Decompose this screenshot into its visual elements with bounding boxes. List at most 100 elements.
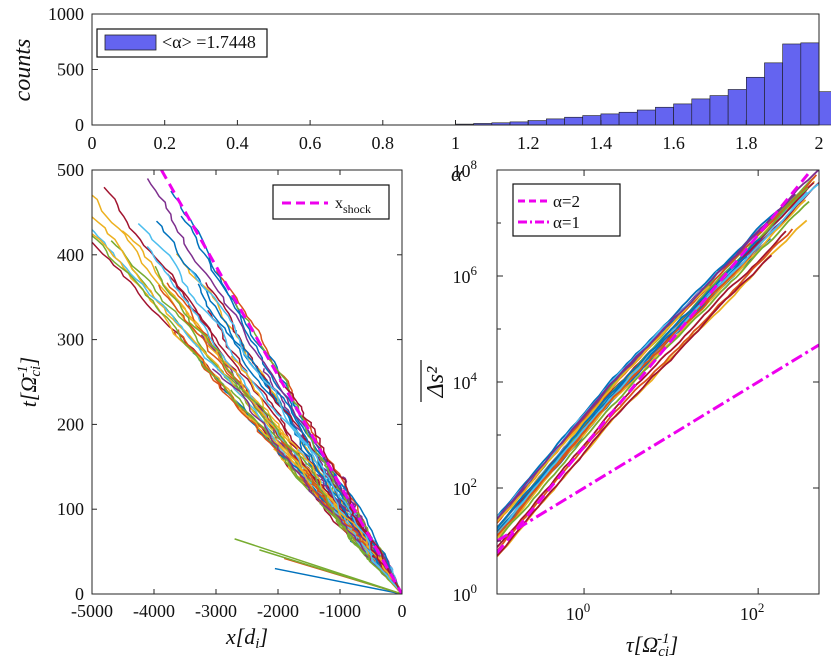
msd-curves	[497, 170, 819, 558]
trajectory-x-tick-label: -1000	[319, 601, 361, 621]
shock-line-group	[160, 170, 402, 594]
msd-x-label: τ[Ωci-1]	[626, 631, 678, 660]
trajectory-y-ticks: 0 100 200 300 400 500	[57, 160, 402, 604]
msd-y-label: Δs²	[420, 360, 449, 402]
histogram-x-tick-label: 0	[88, 133, 97, 153]
trajectory-line	[230, 355, 402, 594]
msd-curve	[497, 228, 794, 552]
histogram-x-tick-label: 1	[451, 133, 460, 153]
trajectory-frame	[91, 169, 403, 595]
msd-plot-area	[497, 170, 819, 594]
histogram-bar	[764, 62, 783, 126]
msd-curve	[497, 237, 762, 530]
histogram-x-tick-label: 0.2	[153, 133, 176, 153]
msd-alpha-label: α	[451, 161, 463, 186]
histogram-bar	[636, 109, 656, 126]
msd-y-tick-label: 106	[453, 263, 478, 287]
trajectory-y-tick-label: 200	[57, 414, 84, 434]
histogram-x-ticks: 0 0.2 0.4 0.6 0.8 1 1.2 1.4 1.6 1.8 2	[88, 120, 824, 153]
histogram-y-ticks: 0 500 1000	[48, 4, 98, 135]
trajectory-x-label: x[di]	[225, 624, 268, 652]
trajectory-y-tick-label: 400	[57, 245, 84, 265]
trajectory-x-tick-label: -5000	[71, 601, 113, 621]
msd-x-ticks: 100 102	[496, 170, 765, 624]
trajectory-line	[137, 223, 402, 594]
msd-x-tick-label: 100	[566, 600, 591, 624]
histogram-bar	[564, 116, 584, 126]
trajectory-legend-label: xshock	[335, 195, 371, 216]
trajectory-panel: -5000 -4000 -3000 -2000 -1000 0 0 100 200 300 400…	[15, 160, 407, 652]
histogram-bar	[709, 95, 729, 126]
histogram-panel: 0 0.2 0.4 0.6 0.8 1 1.2 1.4 1.6 1.8 2 0 500 1000 cou…	[10, 4, 831, 153]
histogram-bar	[527, 120, 547, 126]
msd-reference-line	[497, 170, 814, 554]
histogram-legend: <α> =1.7448	[96, 28, 268, 58]
msd-curve	[497, 299, 710, 537]
msd-y-tick-label: 102	[453, 475, 478, 499]
msd-curve	[497, 285, 711, 523]
msd-legend: α=2 α=1	[512, 183, 621, 237]
trajectory-x-tick-label: -4000	[133, 601, 175, 621]
msd-y-ticks: 100 102 104 106 108	[453, 157, 819, 605]
trajectory-legend-box	[272, 184, 390, 220]
msd-panel: 100 102 100 102 104 106 108 α τ[Ωci-1] Δs² α=…	[420, 157, 820, 660]
histogram-bar	[691, 98, 711, 126]
histogram-y-tick-label: 1000	[48, 4, 84, 24]
histogram-y-tick-label: 0	[75, 115, 84, 135]
histogram-x-tick-label: 0.4	[226, 133, 249, 153]
histogram-x-tick-label: 1.4	[590, 133, 613, 153]
histogram-x-tick-label: 2	[815, 133, 824, 153]
msd-curve	[497, 212, 776, 518]
histogram-bar	[618, 111, 638, 126]
trajectory-legend: xshock	[272, 184, 390, 220]
histogram-x-tick-label: 1.8	[735, 133, 758, 153]
msd-reference-line	[497, 343, 819, 543]
trajectory-line	[211, 368, 402, 594]
trajectory-y-tick-label: 100	[57, 499, 84, 519]
histogram-bar	[727, 89, 747, 126]
msd-curve	[497, 230, 787, 548]
msd-reference-lines	[497, 170, 819, 554]
trajectory-line	[274, 567, 402, 594]
histogram-bar	[782, 43, 802, 126]
trajectory-line	[259, 549, 402, 594]
msd-y-tick-label: 108	[453, 157, 478, 181]
trajectory-line	[276, 371, 402, 594]
histogram-x-tick-label: 0.8	[372, 133, 395, 153]
trajectory-y-tick-label: 0	[75, 584, 84, 604]
msd-y-tick-label: 104	[453, 369, 478, 393]
histogram-bar	[800, 42, 820, 126]
histogram-x-tick-label: 1.6	[662, 133, 685, 153]
trajectory-x-ticks: -5000 -4000 -3000 -2000 -1000 0	[71, 170, 407, 621]
trajectory-line	[189, 269, 402, 594]
msd-curve	[497, 254, 773, 557]
histogram-bar	[546, 118, 565, 126]
histogram-y-label: counts	[10, 39, 36, 102]
msd-x-tick-label: 102	[740, 600, 765, 624]
msd-y-tick-label: 100	[453, 581, 478, 605]
histogram-x-tick-label: 1.2	[517, 133, 540, 153]
trajectory-x-tick-label: -2000	[257, 601, 299, 621]
msd-legend-label-alpha2: α=2	[553, 192, 580, 211]
shock-line	[160, 170, 402, 594]
histogram-legend-swatch	[104, 34, 157, 51]
histogram-x-tick-label: 0.6	[299, 133, 322, 153]
histogram-bars	[455, 42, 831, 126]
msd-y-label-text: Δs²	[423, 366, 449, 398]
trajectory-x-tick-label: 0	[398, 601, 407, 621]
trajectory-y-tick-label: 300	[57, 330, 84, 350]
histogram-bar	[818, 91, 831, 126]
histogram-bar	[655, 106, 674, 126]
trajectory-y-tick-label: 500	[57, 160, 84, 180]
histogram-bar	[600, 113, 620, 126]
histogram-bar	[745, 76, 765, 126]
histogram-y-tick-label: 500	[57, 60, 84, 80]
trajectory-x-tick-label: -3000	[195, 601, 237, 621]
histogram-bar	[582, 115, 602, 126]
msd-legend-label-alpha1: α=1	[553, 213, 580, 232]
trajectory-line	[154, 265, 402, 594]
histogram-legend-label: <α> =1.7448	[162, 32, 256, 52]
trajectory-y-label: t[Ωci-1]	[15, 357, 44, 407]
msd-legend-box	[512, 183, 621, 237]
